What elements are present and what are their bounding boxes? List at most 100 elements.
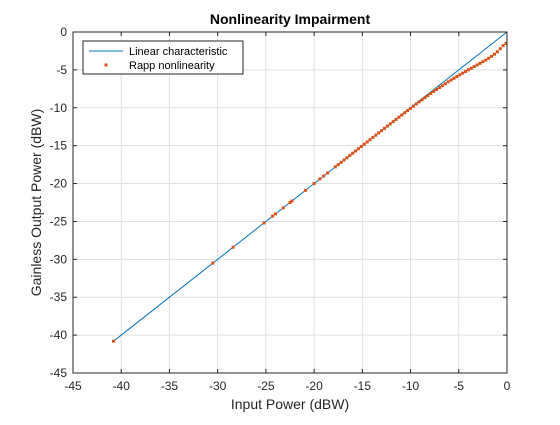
data-point-rapp (490, 54, 494, 58)
data-point-rapp (385, 124, 389, 128)
data-point-rapp (417, 100, 421, 104)
data-point-rapp (501, 44, 505, 48)
data-point-rapp (411, 104, 415, 108)
y-tick-label: 0 (60, 25, 67, 39)
data-point-rapp (429, 92, 433, 96)
data-point-rapp (481, 60, 485, 64)
data-point-rapp (406, 109, 410, 113)
data-point-rapp (351, 151, 355, 155)
data-point-rapp (333, 165, 337, 169)
data-point-rapp (342, 158, 346, 162)
y-tick-label: -30 (50, 252, 68, 266)
y-axis-label: Gainless Output Power (dBW) (28, 109, 44, 297)
data-point-rapp (288, 201, 292, 204)
data-point-rapp (472, 65, 476, 69)
data-point-rapp (326, 171, 330, 175)
data-point-rapp (432, 89, 436, 93)
legend-marker-swatch (104, 63, 108, 67)
legend-entry-label: Linear characteristic (129, 46, 228, 58)
data-point-rapp (362, 142, 366, 146)
x-axis-label: Input Power (dBW) (231, 396, 349, 412)
y-tick-label: -15 (50, 139, 68, 153)
data-point-rapp (423, 96, 427, 100)
legend-entry-label: Rapp nonlinearity (129, 60, 215, 72)
data-point-rapp (464, 69, 468, 73)
data-point-rapp (371, 135, 375, 139)
data-point-rapp (290, 199, 294, 203)
data-point-rapp (377, 131, 381, 135)
data-point-rapp (469, 66, 473, 70)
data-point-rapp (380, 129, 384, 133)
data-point-rapp (348, 154, 352, 158)
data-point-rapp (336, 163, 340, 167)
data-point-rapp (303, 188, 307, 192)
data-point-rapp (443, 82, 447, 86)
x-tick-label: -35 (161, 379, 179, 393)
data-point-rapp (420, 98, 424, 102)
axes-box (72, 31, 508, 374)
y-tick-label: -40 (50, 328, 68, 342)
data-point-rapp (487, 56, 491, 60)
grid (72, 31, 508, 374)
data-point-rapp (403, 111, 407, 115)
series-layer (112, 31, 508, 343)
data-point-rapp (455, 75, 459, 79)
data-point-rapp (262, 221, 266, 225)
legend-box (82, 40, 244, 75)
legend: Linear characteristic Rapp nonlinearity (82, 40, 244, 75)
data-point-rapp (356, 147, 360, 151)
y-tick-label: -35 (50, 290, 68, 304)
data-point-rapp (440, 84, 444, 88)
data-point-rapp (271, 214, 275, 218)
data-point-rapp (374, 133, 378, 137)
data-point-rapp (409, 106, 413, 110)
data-point-rapp (359, 144, 363, 148)
data-point-rapp (437, 86, 441, 90)
data-point-rapp (397, 115, 401, 119)
data-point-rapp (391, 120, 395, 124)
data-point-rapp (426, 94, 430, 98)
data-point-rapp (368, 138, 372, 142)
x-tick-label: -25 (257, 379, 275, 393)
y-tick-label: -25 (50, 214, 68, 228)
x-tick-label: -45 (64, 379, 82, 393)
data-point-rapp (339, 160, 343, 164)
series-line-linear-characteristic (113, 31, 508, 342)
data-point-rapp (281, 206, 285, 210)
data-point-rapp (112, 339, 116, 343)
data-point-rapp (492, 52, 496, 56)
y-tick-label: -45 (50, 366, 68, 380)
data-point-rapp (322, 174, 326, 178)
x-tick-label: -5 (453, 379, 464, 393)
data-point-rapp (475, 63, 479, 67)
data-point-rapp (394, 117, 398, 121)
data-point-rapp (274, 212, 278, 216)
x-tick-label: -20 (305, 379, 323, 393)
data-point-rapp (435, 88, 439, 92)
data-point-rapp (504, 41, 508, 45)
data-point-rapp (484, 58, 488, 62)
data-point-rapp (449, 78, 453, 82)
data-point-rapp (383, 126, 387, 130)
y-tick-label: -10 (50, 101, 68, 115)
data-point-rapp (495, 50, 499, 54)
data-point-rapp (345, 156, 349, 160)
data-point-rapp (452, 76, 456, 80)
data-point-rapp (478, 61, 482, 65)
x-tick-label: -30 (209, 379, 227, 393)
data-point-rapp (400, 113, 404, 117)
ticks (72, 31, 508, 374)
x-tick-label: 0 (504, 379, 511, 393)
chart-title: Nonlinearity Impairment (210, 11, 371, 27)
x-tick-label: -40 (113, 379, 131, 393)
data-point-rapp (414, 102, 418, 106)
data-point-rapp (365, 140, 369, 144)
data-point-rapp (354, 149, 358, 153)
data-point-rapp (231, 245, 235, 249)
data-point-rapp (312, 182, 316, 186)
data-point-rapp (388, 122, 392, 126)
y-tick-label: -20 (50, 177, 68, 191)
y-tick-label: -5 (56, 63, 67, 77)
